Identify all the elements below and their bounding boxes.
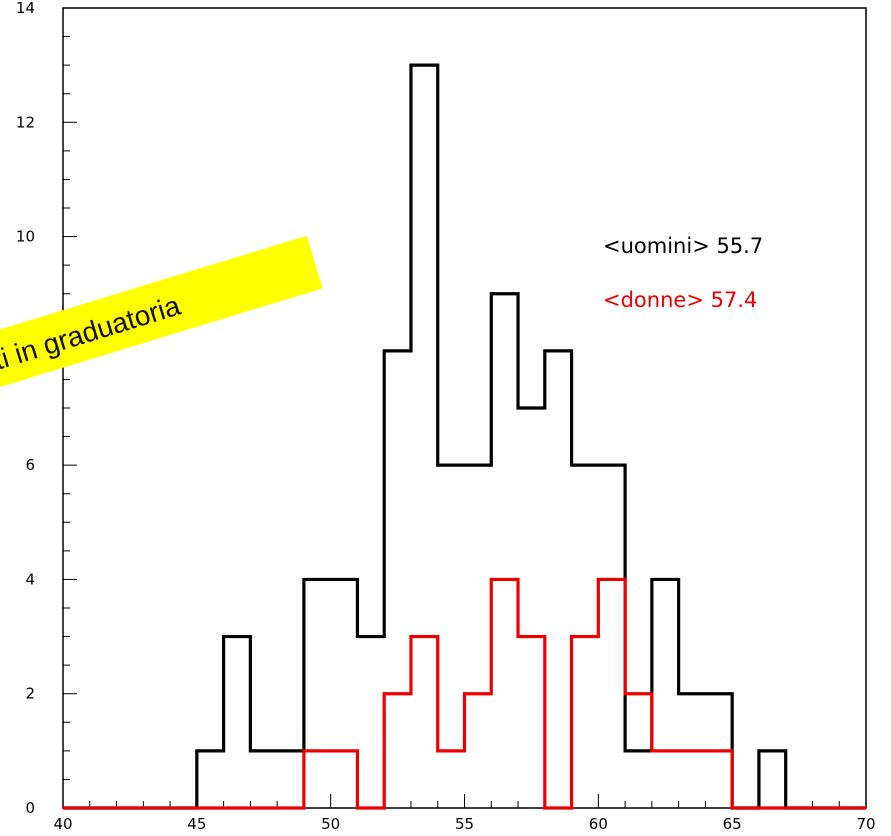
x-tick-label: 60 <box>589 815 608 833</box>
series-donne <box>63 577 866 810</box>
x-tick-label: 55 <box>455 815 474 833</box>
y-tick-label: 2 <box>25 685 35 703</box>
x-tick-label: 40 <box>53 815 72 833</box>
stat-donne: <donne> 57.4 <box>603 288 757 312</box>
y-tick-label: 10 <box>16 228 35 246</box>
banner-background <box>0 235 323 396</box>
series-uomini <box>63 63 866 810</box>
y-tick-label: 12 <box>16 113 35 131</box>
plot-frame <box>62 7 867 809</box>
series-layer <box>63 63 866 810</box>
x-tick-label: 50 <box>321 815 340 833</box>
y-tick-label: 14 <box>16 0 35 17</box>
y-tick-label: 4 <box>25 570 35 588</box>
y-tick-label: 0 <box>25 799 35 817</box>
banner: ti in graduatoria <box>0 235 323 396</box>
x-tick-label: 65 <box>723 815 742 833</box>
axes: 4045505560657002468101214 <box>16 0 876 833</box>
stat-uomini: <uomini> 55.7 <box>603 234 763 258</box>
x-tick-label: 70 <box>856 815 875 833</box>
y-tick-label: 6 <box>25 456 35 474</box>
x-tick-label: 45 <box>187 815 206 833</box>
